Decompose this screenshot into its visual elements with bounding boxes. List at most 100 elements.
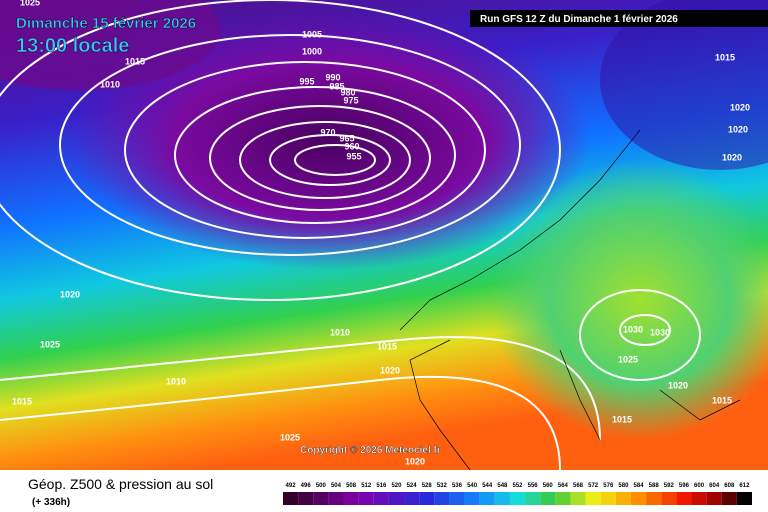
colorbar-label: 588 — [649, 483, 660, 489]
colorbar-label: 532 — [437, 483, 448, 489]
colorbar-cell — [343, 492, 359, 505]
isobar-label: 995 — [299, 76, 314, 86]
isobar-label: 1015 — [712, 395, 732, 405]
colorbar-cell — [434, 492, 450, 505]
isobar-label: 1020 — [722, 152, 742, 162]
colorbar-label: 524 — [407, 483, 418, 489]
isobar-label: 1025 — [618, 354, 638, 364]
colorbar-cell — [540, 492, 556, 505]
colorbar-label: 572 — [588, 483, 599, 489]
colorbar-cell — [313, 492, 329, 505]
isobar-label: 1005 — [302, 29, 322, 39]
colorbar-cell — [509, 492, 526, 505]
colorbar-label: 512 — [361, 483, 372, 489]
colorbar-label: 536 — [452, 483, 463, 489]
isobar-label: 1020 — [730, 102, 750, 112]
colorbar-cell — [283, 492, 299, 505]
footer-lead: (+ 336h) — [32, 497, 70, 508]
colorbar-label: 540 — [467, 483, 478, 489]
colorbar-cell — [600, 492, 616, 505]
colorbar-label: 552 — [512, 483, 523, 489]
isobar-label: 1020 — [380, 365, 400, 375]
colorbar-cell — [494, 492, 510, 505]
colorbar-cell — [736, 492, 752, 505]
colorbar-label: 600 — [694, 483, 705, 489]
isobar-label: 1020 — [405, 456, 425, 466]
map-field — [0, 0, 768, 471]
colorbar-cell — [615, 492, 631, 505]
colorbar-label: 568 — [573, 483, 584, 489]
isobar-label: 1015 — [12, 396, 32, 406]
isobar-label: 1010 — [100, 79, 120, 89]
colorbar-label: 500 — [316, 483, 327, 489]
isobar-label: 1015 — [377, 341, 397, 351]
colorbar-cell — [464, 492, 480, 505]
colorbar-label: 496 — [301, 483, 312, 489]
colorbar-cell — [358, 492, 374, 505]
colorbar-label: 544 — [482, 483, 493, 489]
colorbar-cell — [328, 492, 344, 505]
colorbar-cell — [661, 492, 677, 505]
colorbar-label: 576 — [603, 483, 614, 489]
isobar-label: 965 — [339, 133, 354, 143]
colorbar-label: 592 — [664, 483, 675, 489]
isobar-label: 1020 — [60, 289, 80, 299]
isobar-label: 985 — [329, 81, 344, 91]
run-info: Run GFS 12 Z du Dimanche 1 février 2026 — [480, 14, 678, 25]
isobar-label: 975 — [343, 95, 358, 105]
colorbar-label: 520 — [391, 483, 402, 489]
isobar-label: 960 — [344, 141, 359, 151]
colorbar-label: 528 — [422, 483, 433, 489]
colorbar-cell — [388, 492, 405, 505]
colorbar-cell — [419, 492, 435, 505]
isobar-label: 1015 — [125, 56, 145, 66]
isobar-label: 1025 — [20, 0, 40, 7]
isobar-label: 1030 — [650, 327, 670, 337]
copyright: Copyright © 2026 Meteociel.fr — [300, 445, 441, 456]
time: 13:00 locale — [16, 35, 129, 57]
colorbar-cell — [555, 492, 571, 505]
colorbar-label: 584 — [634, 483, 645, 489]
isobar-labels: 1025 1005 1000 1015 1010 995 990 985 980… — [12, 0, 750, 466]
colorbar-cell — [525, 492, 541, 505]
isobar-label: 970 — [320, 127, 335, 137]
colorbar-cell — [691, 492, 707, 505]
colorbar-cell — [570, 492, 586, 505]
colorbar-label: 504 — [331, 483, 342, 489]
colorbar-cell — [373, 492, 389, 505]
colorbar-label: 556 — [528, 483, 539, 489]
isobar-label: 1010 — [330, 327, 350, 337]
colorbar-cell — [676, 492, 692, 505]
title: Dimanche 15 février 2026 — [16, 15, 196, 32]
colorbar-label: 516 — [376, 483, 387, 489]
footer-title: Géop. Z500 & pression au sol — [28, 476, 213, 492]
isobar-label: 990 — [325, 72, 340, 82]
colorbar-label: 608 — [724, 483, 735, 489]
colorbar-label: 596 — [679, 483, 690, 489]
colorbar-label: 580 — [618, 483, 629, 489]
colorbar-cell — [706, 492, 722, 505]
isobar-label: 1010 — [166, 376, 186, 386]
isobar-label: 980 — [340, 87, 355, 97]
isobar-label: 1025 — [40, 339, 60, 349]
colorbar-label: 492 — [286, 483, 297, 489]
colorbar-cell — [449, 492, 465, 505]
isobar-label: 1015 — [715, 52, 735, 62]
colorbar-label: 548 — [497, 483, 508, 489]
colorbar-cell — [479, 492, 495, 505]
colorbar-label: 560 — [543, 483, 554, 489]
colorbar-label: 564 — [558, 483, 569, 489]
isobar-label: 1020 — [668, 380, 688, 390]
isobar-label: 955 — [346, 151, 361, 161]
isobar-label: 1025 — [280, 432, 300, 442]
colorbar-cell — [721, 492, 737, 505]
colorbar-label: 508 — [346, 483, 357, 489]
isobar-label: 1030 — [623, 324, 643, 334]
colorbar-cell — [585, 492, 601, 505]
colorbar-cell — [630, 492, 647, 505]
isobar-label: 1020 — [728, 124, 748, 134]
isobar-label: 1000 — [302, 46, 322, 56]
colorbar-cell — [404, 492, 420, 505]
colorbar-cell — [646, 492, 662, 505]
